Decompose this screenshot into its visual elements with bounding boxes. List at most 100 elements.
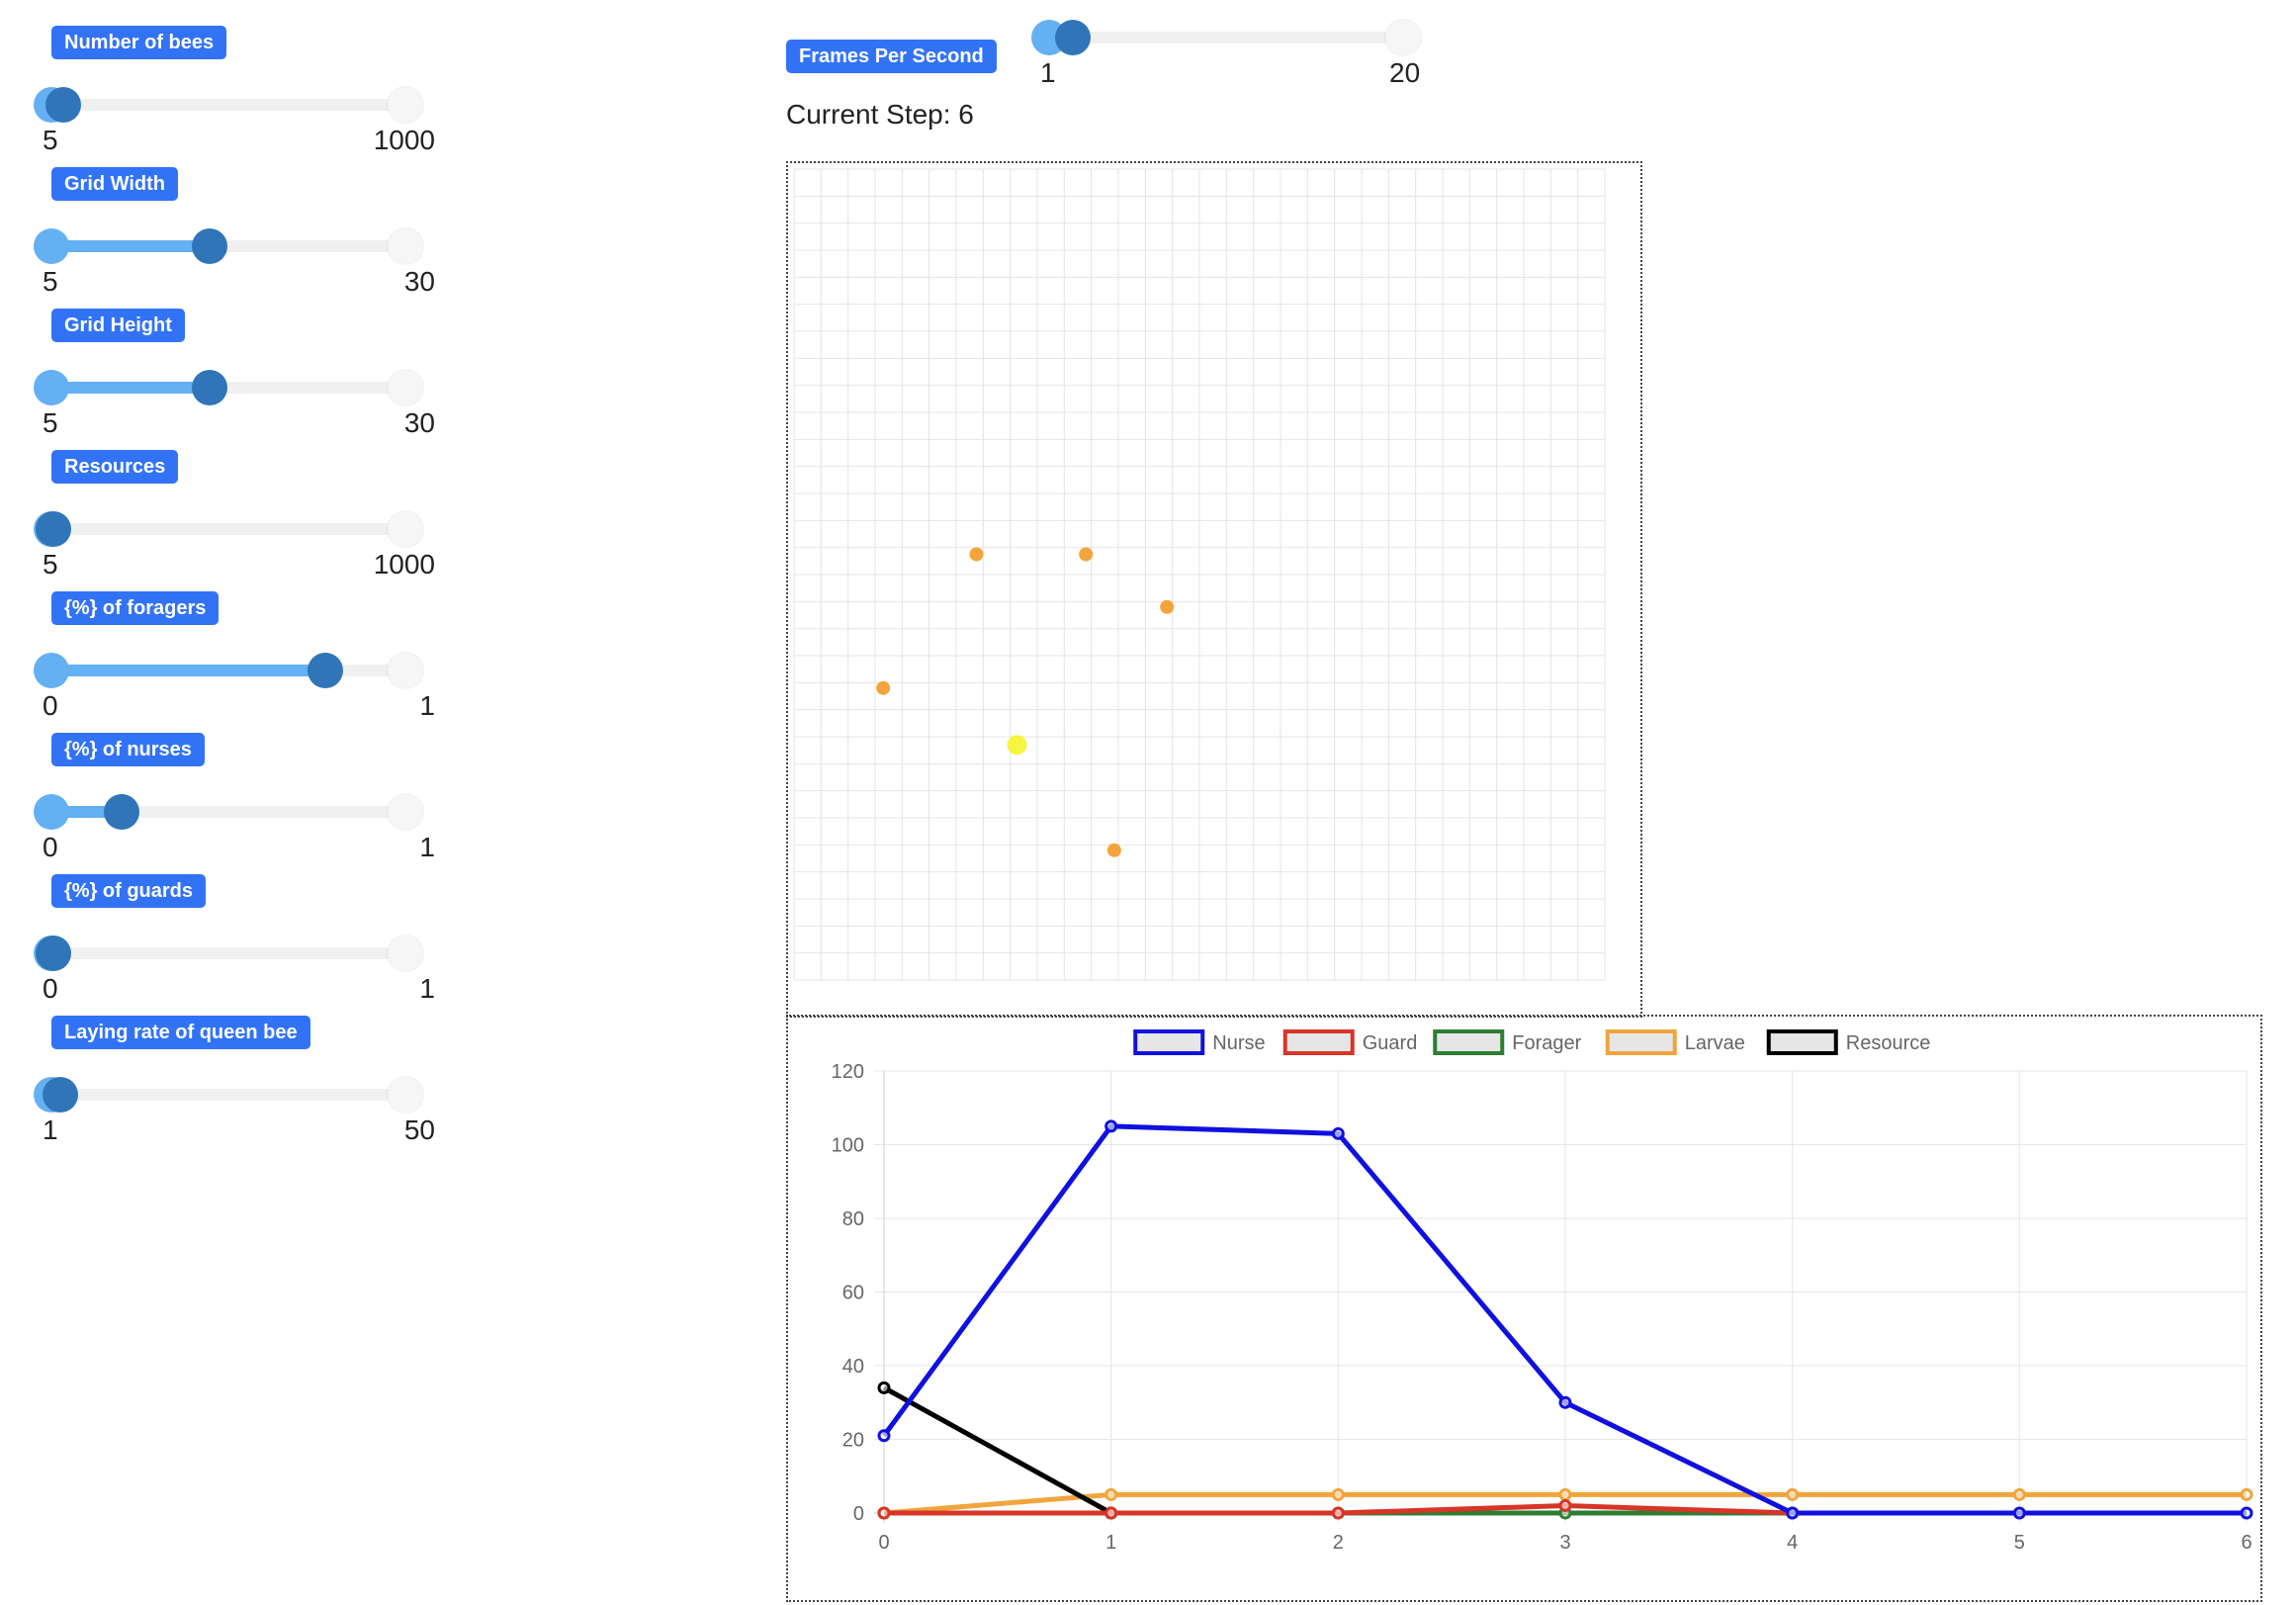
param-max-label: 30 [403,266,435,297]
x-tick-label: 4 [1787,1532,1798,1554]
data-point-nurse [1104,1119,1118,1133]
bee-agent [969,547,984,562]
param-slider-max-knob[interactable] [388,511,423,547]
param-max-label: 30 [403,407,435,438]
x-tick-label: 0 [878,1532,889,1554]
param-slider-handle[interactable] [308,653,344,688]
x-tick-label: 2 [1333,1532,1344,1554]
param-slider-handle[interactable] [45,87,82,123]
y-tick-label: 0 [853,1503,864,1525]
param-label-7: Laying rate of queen bee [51,1016,310,1049]
param-slider-min-knob[interactable] [34,794,69,830]
param-label-1: Grid Width [51,167,179,201]
param-min-label: 0 [43,690,58,721]
legend-swatch-guard[interactable] [1282,1029,1355,1055]
param-slider-7[interactable] [34,1075,423,1115]
fps-slider-max-knob[interactable] [1385,20,1421,55]
param-slider-min-knob[interactable] [34,653,69,688]
param-slider-max-knob[interactable] [388,87,423,123]
param-slider-max-knob[interactable] [388,228,423,264]
param-slider-handle[interactable] [192,370,228,405]
legend-swatch-forager[interactable] [1433,1029,1505,1055]
param-slider-2[interactable] [34,368,423,407]
y-tick-label: 120 [832,1061,864,1083]
param-slider-6[interactable] [34,934,423,973]
data-point-nurse [1331,1126,1345,1140]
legend-label-larvae[interactable]: Larvae [1685,1032,1745,1054]
data-point-larvae [1331,1487,1345,1501]
fps-label: Frames Per Second [786,40,997,73]
data-point-resource [877,1381,891,1394]
param-label-2: Grid Height [51,309,185,342]
param-label-0: Number of bees [51,26,227,59]
fps-slider[interactable] [1031,18,1421,57]
param-slider-max-knob[interactable] [388,653,423,688]
legend-label-guard[interactable]: Guard [1363,1032,1418,1054]
legend-label-nurse[interactable]: Nurse [1212,1032,1265,1054]
fps-min-label: 1 [1040,57,1056,88]
series-line-resource [882,1385,1112,1516]
param-min-label: 0 [43,973,58,1004]
bee-agent [1079,547,1094,562]
population-chart: 0 20 40 60 80 100 120 0 1 2 3 4 5 6 Nurse Guard Forager L… [786,1015,2262,1602]
param-slider-max-knob[interactable] [388,794,423,830]
y-tick-label: 100 [832,1135,864,1157]
param-min-label: 0 [43,832,58,862]
data-point-guard [1558,1499,1572,1513]
queen-bee-agent [1007,735,1027,756]
param-slider-0[interactable] [34,85,423,125]
param-slider-handle[interactable] [42,1077,78,1113]
param-slider-max-knob[interactable] [388,370,423,405]
simulation-grid [786,161,1642,1018]
param-max-label: 1 [419,973,435,1004]
param-slider-5[interactable] [34,792,423,832]
legend-label-resource[interactable]: Resource [1846,1032,1931,1054]
current-step-label: Current Step: 6 [786,99,974,130]
data-point-larvae [1558,1487,1572,1501]
bee-agent [876,680,891,695]
param-max-label: 1000 [373,125,435,155]
param-slider-min-knob[interactable] [34,228,69,264]
x-tick-label: 3 [1559,1532,1570,1554]
fps-slider-handle[interactable] [1055,20,1091,55]
data-point-nurse [1558,1395,1572,1409]
legend-swatch-nurse[interactable] [1133,1029,1205,1055]
y-tick-label: 80 [842,1208,864,1230]
param-label-3: Resources [51,450,179,484]
data-point-larvae [2240,1487,2253,1501]
param-slider-handle[interactable] [36,936,71,971]
data-point-larvae [1786,1487,1800,1501]
population-line-chart: 0 20 40 60 80 100 120 0 1 2 3 4 5 6 Nurse Guard Forager L… [832,1029,2253,1554]
grid-canvas [793,168,1606,981]
param-slider-track[interactable] [36,947,411,959]
param-slider-min-knob[interactable] [34,370,69,405]
legend-swatch-larvae[interactable] [1605,1029,1677,1055]
data-point-nurse [2240,1506,2253,1520]
param-slider-1[interactable] [34,226,423,266]
param-max-label: 1000 [373,549,435,580]
param-label-4: {%} of foragers [51,591,220,625]
param-slider-fill [36,382,211,394]
param-slider-max-knob[interactable] [388,1077,423,1113]
legend-swatch-resource[interactable] [1766,1029,1838,1055]
param-slider-max-knob[interactable] [388,936,423,971]
legend-label-forager[interactable]: Forager [1512,1032,1581,1054]
param-slider-track[interactable] [36,1089,411,1101]
data-point-guard [1104,1506,1118,1520]
param-slider-handle[interactable] [192,228,228,264]
param-slider-handle[interactable] [36,511,71,547]
param-min-label: 5 [43,125,58,155]
fps-slider-track[interactable] [1033,32,1409,44]
bee-agent [1106,843,1121,857]
param-slider-3[interactable] [34,509,423,549]
x-tick-label: 6 [2241,1532,2252,1554]
x-tick-label: 1 [1105,1532,1116,1554]
param-slider-handle[interactable] [103,794,139,830]
param-slider-fill [36,240,211,252]
data-point-larvae [1104,1487,1118,1501]
param-slider-track[interactable] [36,99,411,111]
param-min-label: 1 [43,1115,58,1145]
param-slider-track[interactable] [36,523,411,535]
param-slider-4[interactable] [34,651,423,690]
data-point-nurse [1786,1506,1800,1520]
